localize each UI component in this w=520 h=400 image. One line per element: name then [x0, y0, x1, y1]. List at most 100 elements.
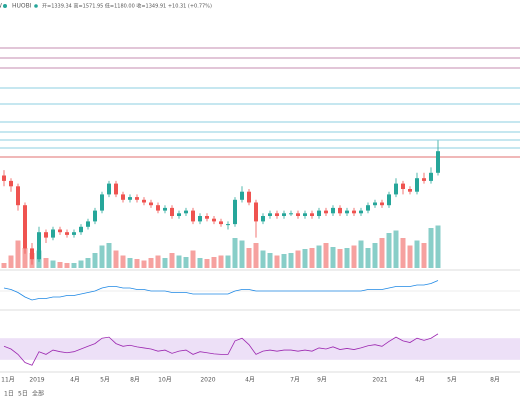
volume-bar	[120, 255, 126, 268]
candle-body	[23, 205, 27, 249]
candle-body	[156, 205, 160, 211]
volume-bar	[64, 263, 70, 268]
candle-body	[247, 191, 251, 203]
volume-bar	[435, 225, 441, 268]
candle-body	[149, 202, 153, 206]
candle-body	[58, 229, 62, 233]
volume-bar	[379, 238, 385, 268]
candle-body	[275, 213, 279, 216]
volume-bar	[22, 248, 28, 268]
volume-bar	[57, 262, 63, 268]
candle-body	[366, 205, 370, 211]
candle-body	[107, 183, 111, 195]
exchange: HUOBI	[12, 3, 32, 10]
volume-bar	[85, 258, 91, 268]
volume-bar	[141, 260, 147, 268]
candle-body	[135, 197, 139, 200]
x-tick-label: 4月	[415, 377, 425, 384]
candle-body	[44, 232, 48, 238]
volume-bar	[246, 248, 252, 268]
range-button[interactable]: 5日	[18, 391, 28, 398]
candle-body	[422, 178, 426, 181]
volume-bar	[169, 253, 175, 268]
candle-body	[191, 210, 195, 222]
volume-bar	[428, 228, 434, 268]
x-tick-label: 7月	[290, 377, 300, 384]
volume-bar	[400, 238, 406, 268]
candle-body	[163, 207, 167, 211]
range-button[interactable]: 1日	[4, 391, 14, 398]
volume-bar	[316, 245, 322, 268]
volume-bar	[323, 243, 329, 268]
volume-bar	[176, 255, 182, 268]
candle-body	[331, 207, 335, 214]
candle-body	[289, 213, 293, 215]
range-button[interactable]: 全部	[32, 390, 44, 398]
candle-body	[128, 197, 132, 200]
candle-body	[212, 218, 216, 222]
volume-bar	[414, 240, 420, 268]
rsi-line	[3, 333, 439, 366]
candle-body	[240, 191, 244, 200]
candle-body	[100, 194, 104, 211]
candle-body	[429, 172, 433, 181]
candle-body	[317, 210, 321, 216]
candle-body	[170, 207, 174, 216]
x-tick-label: 11月	[1, 377, 15, 384]
volume-bar	[372, 243, 378, 268]
volume-bar	[43, 258, 49, 268]
candle-body	[282, 213, 286, 216]
candle-body	[2, 175, 6, 181]
volume-bar	[197, 258, 203, 268]
candle-body	[401, 183, 405, 189]
volume-bar	[274, 255, 280, 268]
volume-bar	[183, 257, 189, 268]
volume-bar	[15, 240, 21, 268]
candle-body	[184, 210, 188, 214]
volume-bar	[71, 263, 77, 268]
volume-bar	[78, 260, 84, 268]
volume-bar	[330, 247, 336, 268]
x-tick-label: 8月	[490, 377, 500, 384]
candle-body	[51, 229, 55, 238]
candle-body	[177, 213, 181, 216]
candle-body	[408, 189, 412, 192]
candle-body	[93, 210, 97, 222]
x-tick-label: 2020	[200, 377, 215, 384]
volume-bar	[127, 258, 133, 268]
volume-bar	[302, 249, 308, 268]
candle-body	[16, 186, 20, 206]
candle-body	[310, 213, 314, 216]
symbol: W	[0, 3, 2, 10]
candle-body	[338, 207, 342, 214]
volume-bar	[407, 245, 413, 268]
volume-bar	[358, 240, 364, 268]
candle-body	[219, 221, 223, 225]
volume-bar	[260, 250, 266, 268]
x-tick-label: 5月	[100, 377, 110, 384]
volume-bar	[50, 260, 56, 268]
macd-line	[3, 280, 439, 301]
candle-body	[415, 178, 419, 192]
volume-bar	[421, 243, 427, 268]
candle-body	[345, 210, 349, 214]
volume-bar	[162, 258, 168, 268]
candle-body	[142, 199, 146, 203]
x-tick-label: 5月	[447, 377, 457, 384]
candle-body	[254, 202, 258, 222]
candle-body	[9, 180, 13, 187]
volume-bar	[148, 258, 154, 268]
candle-body	[205, 216, 209, 219]
volume-bar	[281, 254, 287, 268]
volume-bar	[8, 255, 14, 268]
candle-body	[121, 194, 125, 200]
volume-bar	[365, 248, 371, 268]
x-tick-label: 8月	[130, 377, 140, 384]
candle-body	[359, 210, 363, 214]
candle-body	[387, 194, 391, 206]
volume-bar	[211, 257, 217, 268]
volume-bar	[218, 255, 224, 268]
x-tick-label: 2019	[29, 377, 44, 384]
volume-bar	[337, 249, 343, 268]
candle-body	[436, 151, 440, 173]
